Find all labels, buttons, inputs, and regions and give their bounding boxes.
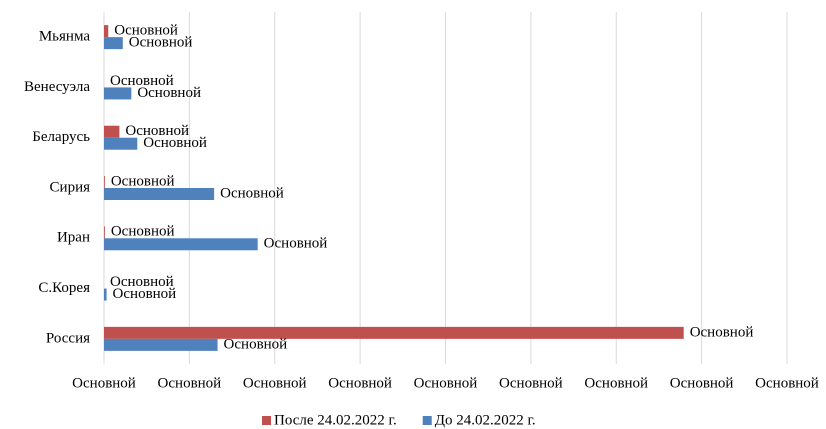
y-tick-label: Россия <box>46 330 90 346</box>
legend-swatch <box>262 416 271 425</box>
y-tick-label: Иран <box>57 230 90 246</box>
y-tick-label: Венесуэла <box>24 79 90 95</box>
y-tick-label: С.Корея <box>38 280 90 296</box>
bar <box>104 226 105 239</box>
x-tick-label: Основной <box>755 375 819 391</box>
bar <box>104 137 138 150</box>
x-tick-label: Основной <box>158 375 222 391</box>
y-tick-label: Мьянма <box>39 29 90 45</box>
x-tick-label: Основной <box>670 375 734 391</box>
data-label: Основной <box>143 135 207 151</box>
y-tick-label: Сирия <box>50 179 91 195</box>
data-label: Основной <box>113 286 177 302</box>
legend-label: После 24.02.2022 г. <box>274 412 397 428</box>
x-tick-label: Основной <box>328 375 392 391</box>
bar <box>104 288 107 301</box>
bar <box>104 87 132 100</box>
data-label: Основной <box>264 236 328 252</box>
x-tick-label: Основной <box>584 375 648 391</box>
data-label: Основной <box>224 336 288 352</box>
bar <box>104 25 109 38</box>
x-tick-label: Основной <box>243 375 307 391</box>
legend-label: До 24.02.2022 г. <box>435 412 536 428</box>
y-tick-label: Беларусь <box>32 129 90 145</box>
data-label: Основной <box>125 123 189 139</box>
data-label: Основной <box>111 224 175 240</box>
data-label: Основной <box>220 185 284 201</box>
x-tick-label: Основной <box>499 375 563 391</box>
bar <box>104 338 218 351</box>
data-label: Основной <box>129 35 193 51</box>
data-label: Основной <box>111 173 175 189</box>
data-label: Основной <box>114 23 178 39</box>
bar <box>104 37 123 50</box>
x-tick-label: Основной <box>414 375 478 391</box>
data-label: Основной <box>110 274 174 290</box>
data-label: Основной <box>110 73 174 89</box>
bar <box>104 238 258 251</box>
data-label: Основной <box>690 324 754 340</box>
x-tick-label: Основной <box>72 375 136 391</box>
bar <box>104 188 215 200</box>
bar <box>104 176 105 188</box>
legend-swatch <box>422 416 432 425</box>
data-label: Основной <box>137 85 201 101</box>
bar <box>104 125 120 138</box>
bar <box>104 326 684 339</box>
